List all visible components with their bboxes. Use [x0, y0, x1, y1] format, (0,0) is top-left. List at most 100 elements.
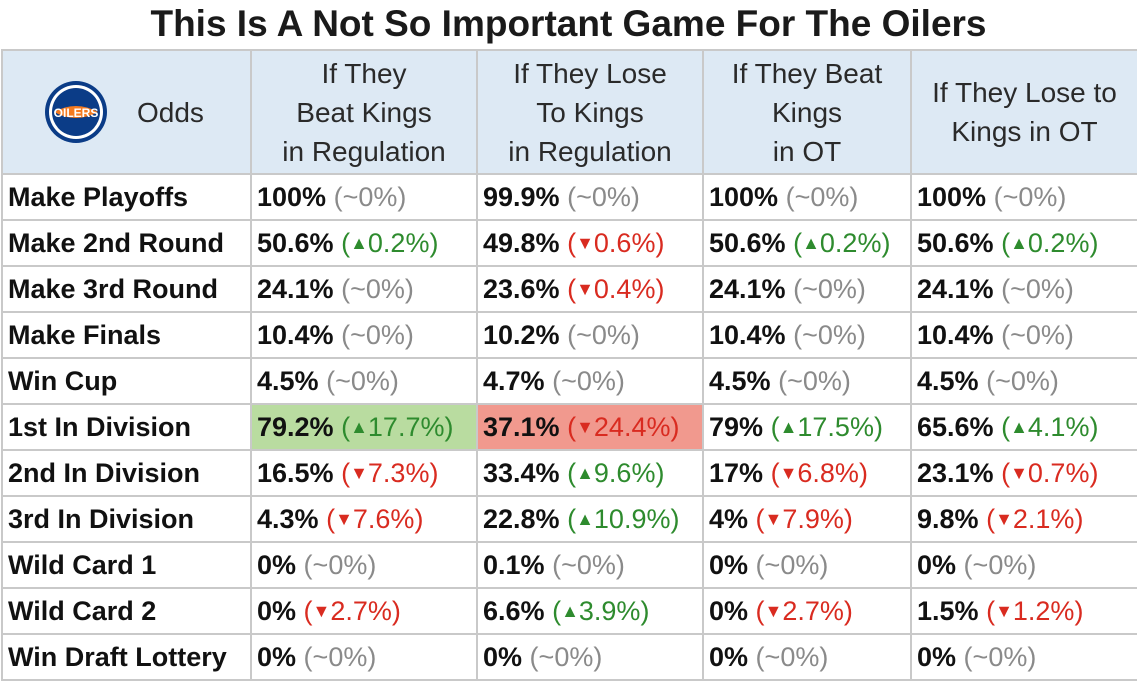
- column-header-2: If They Lose To Kings in Regulation: [476, 49, 704, 175]
- odds-cell: 4.7% (~0%): [476, 357, 704, 405]
- odds-cell: 10.2% (~0%): [476, 311, 704, 359]
- odds-cell: 100% (~0%): [702, 173, 912, 221]
- odds-value: 49.8%: [483, 227, 560, 258]
- odds-change: (~0%): [1001, 273, 1074, 304]
- arrow-up-icon: ▲: [576, 508, 594, 529]
- odds-value: 65.6%: [917, 411, 994, 442]
- odds-cell: 0% (~0%): [476, 633, 704, 681]
- odds-change-value: 10.9%: [593, 503, 671, 534]
- odds-change-value: 3.9%: [578, 595, 641, 626]
- odds-value: 50.6%: [257, 227, 334, 258]
- odds-value: 0%: [257, 595, 297, 626]
- odds-cell: 24.1% (~0%): [702, 265, 912, 313]
- odds-value: 0%: [709, 549, 749, 580]
- odds-value: 4.3%: [257, 503, 319, 534]
- column-header-3: If They Beat Kings in OT: [702, 49, 912, 175]
- odds-change-value: ~0%: [561, 549, 616, 580]
- odds-change: (~0%): [993, 181, 1067, 212]
- odds-cell: 0% (~0%): [702, 541, 912, 589]
- arrow-down-icon: ▼: [1010, 462, 1028, 483]
- odds-value: 100%: [257, 181, 327, 212]
- odds-change: (▼0.4%): [567, 273, 665, 304]
- odds-cell: 4.5% (~0%): [250, 357, 478, 405]
- column-header-line: Beat Kings: [296, 96, 432, 128]
- odds-value: 23.6%: [483, 273, 560, 304]
- odds-value: 0%: [709, 595, 749, 626]
- row-label: Make 3rd Round: [1, 265, 252, 313]
- odds-cell: 49.8% (▼0.6%): [476, 219, 704, 267]
- column-header-line: To Kings: [536, 96, 644, 128]
- odds-change: (~0%): [529, 641, 603, 672]
- odds-cell: 10.4% (~0%): [910, 311, 1137, 359]
- odds-change-value: ~0%: [335, 365, 390, 396]
- odds-change: (▲0.2%): [341, 227, 439, 258]
- arrow-up-icon: ▲: [779, 416, 798, 437]
- odds-change: (▼0.7%): [1001, 457, 1099, 488]
- odds-change: (~0%): [755, 641, 829, 672]
- odds-cell: 6.6% (▲3.9%): [476, 587, 704, 635]
- odds-change: (~0%): [303, 641, 377, 672]
- column-header-1: If They Beat Kings in Regulation: [250, 49, 478, 175]
- odds-value: 0%: [257, 549, 297, 580]
- odds-change: (~0%): [793, 273, 866, 304]
- odds-change-value: 0.4%: [593, 273, 656, 304]
- odds-change-value: 17.7%: [367, 411, 445, 442]
- odds-change: (~0%): [778, 365, 851, 396]
- odds-value: 24.1%: [257, 273, 334, 304]
- odds-cell: 9.8% (▼2.1%): [910, 495, 1137, 543]
- odds-value: 10.4%: [709, 319, 786, 350]
- odds-change-value: ~0%: [1010, 273, 1065, 304]
- arrow-down-icon: ▼: [764, 508, 783, 529]
- odds-change-value: 9.6%: [593, 457, 656, 488]
- arrow-up-icon: ▲: [350, 416, 368, 437]
- row-label: 2nd In Division: [1, 449, 252, 497]
- corner-label: Odds: [137, 96, 204, 128]
- odds-change: (~0%): [341, 319, 414, 350]
- odds-cell: 99.9% (~0%): [476, 173, 704, 221]
- odds-value: 50.6%: [709, 227, 786, 258]
- odds-change: (~0%): [567, 319, 640, 350]
- arrow-down-icon: ▼: [350, 462, 368, 483]
- odds-change: (▼7.6%): [326, 503, 424, 534]
- arrow-up-icon: ▲: [1010, 416, 1028, 437]
- odds-change-value: ~0%: [764, 549, 820, 580]
- table-row: Make 2nd Round 50.6% (▲0.2%) 49.8% (▼0.6%)…: [1, 219, 1137, 267]
- odds-cell: 16.5% (▼7.3%): [250, 449, 478, 497]
- odds-value: 0%: [917, 549, 957, 580]
- table-row: Wild Card 2 0% (▼2.7%) 6.6% (▲3.9%) 0% (▼2.…: [1, 587, 1137, 635]
- row-label: 1st In Division: [1, 403, 252, 451]
- row-label: Wild Card 1: [1, 541, 252, 589]
- odds-value: 17%: [709, 457, 764, 488]
- odds-change: (▲0.2%): [793, 227, 891, 258]
- odds-cell: 65.6% (▲4.1%): [910, 403, 1137, 451]
- odds-change-value: ~0%: [576, 181, 631, 212]
- odds-value: 0%: [257, 641, 297, 672]
- table-row: 1st In Division 79.2% (▲17.7%) 37.1% (▼24.…: [1, 403, 1137, 451]
- column-header-line: Kings: [771, 96, 843, 128]
- odds-change-value: ~0%: [802, 273, 857, 304]
- arrow-down-icon: ▼: [779, 462, 798, 483]
- odds-change-value: ~0%: [350, 273, 405, 304]
- odds-change: (▲3.9%): [552, 595, 650, 626]
- odds-change-value: 2.7%: [330, 595, 392, 626]
- odds-change: (▲9.6%): [567, 457, 665, 488]
- odds-change: (▲0.2%): [1001, 227, 1099, 258]
- arrow-down-icon: ▼: [576, 416, 594, 437]
- odds-cell: 10.4% (~0%): [702, 311, 912, 359]
- odds-value: 1.5%: [917, 595, 979, 626]
- odds-cell: 17% (▼6.8%): [702, 449, 912, 497]
- odds-cell: 0% (~0%): [910, 541, 1137, 589]
- odds-value: 10.4%: [257, 319, 334, 350]
- odds-change-value: ~0%: [561, 365, 616, 396]
- column-header-line: Kings in OT: [951, 116, 1098, 147]
- odds-table: OILERS Odds If They Beat Kings in Regulati…: [1, 49, 1137, 681]
- odds-change: (▼2.1%): [986, 503, 1084, 534]
- row-label: Win Draft Lottery: [1, 633, 252, 681]
- odds-value: 4.5%: [257, 365, 319, 396]
- arrow-up-icon: ▲: [1010, 232, 1028, 253]
- odds-change: (▼2.7%): [303, 595, 401, 626]
- column-header-line: If They Beat: [731, 57, 883, 89]
- odds-change-value: ~0%: [312, 549, 368, 580]
- odds-change-value: 0.2%: [819, 227, 882, 258]
- odds-cell: 0% (~0%): [250, 541, 478, 589]
